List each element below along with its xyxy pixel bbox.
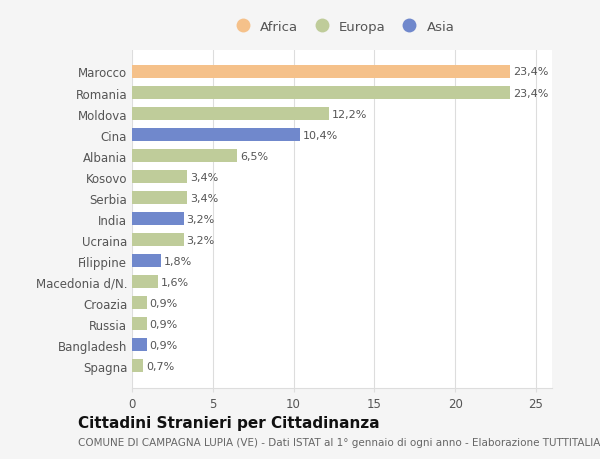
Text: 12,2%: 12,2%: [332, 109, 367, 119]
Text: COMUNE DI CAMPAGNA LUPIA (VE) - Dati ISTAT al 1° gennaio di ogni anno - Elaboraz: COMUNE DI CAMPAGNA LUPIA (VE) - Dati IST…: [78, 437, 600, 448]
Bar: [132, 129, 300, 142]
Text: 3,4%: 3,4%: [190, 193, 218, 203]
Bar: [132, 297, 146, 309]
Bar: [132, 255, 161, 268]
Bar: [132, 275, 158, 289]
Bar: [132, 192, 187, 205]
Text: 23,4%: 23,4%: [513, 88, 548, 98]
Text: 6,5%: 6,5%: [240, 151, 268, 161]
Bar: [132, 213, 184, 226]
Bar: [132, 318, 146, 330]
Bar: [132, 339, 146, 352]
Text: Cittadini Stranieri per Cittadinanza: Cittadini Stranieri per Cittadinanza: [78, 415, 380, 430]
Text: 0,9%: 0,9%: [149, 319, 178, 329]
Text: 1,8%: 1,8%: [164, 256, 192, 266]
Bar: [132, 150, 237, 163]
Bar: [132, 108, 329, 121]
Bar: [132, 359, 143, 373]
Bar: [132, 66, 510, 79]
Bar: [132, 171, 187, 184]
Text: 23,4%: 23,4%: [513, 67, 548, 77]
Text: 3,2%: 3,2%: [187, 214, 215, 224]
Text: 0,7%: 0,7%: [146, 361, 175, 371]
Text: 10,4%: 10,4%: [303, 130, 338, 140]
Text: 3,4%: 3,4%: [190, 172, 218, 182]
Text: 0,9%: 0,9%: [149, 298, 178, 308]
Text: 0,9%: 0,9%: [149, 340, 178, 350]
Legend: Africa, Europa, Asia: Africa, Europa, Asia: [226, 17, 458, 38]
Text: 3,2%: 3,2%: [187, 235, 215, 245]
Text: 1,6%: 1,6%: [161, 277, 189, 287]
Bar: [132, 234, 184, 246]
Bar: [132, 87, 510, 100]
